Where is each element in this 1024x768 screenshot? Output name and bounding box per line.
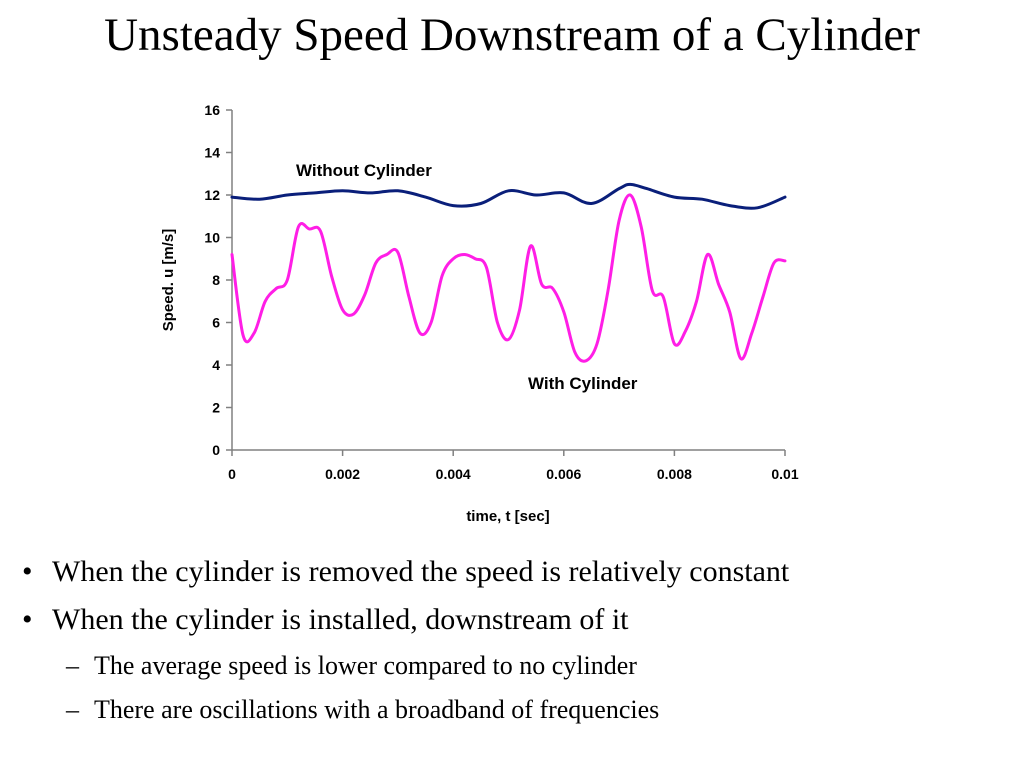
series-line-with-cylinder: [230, 193, 787, 363]
bullet-mark: •: [22, 603, 33, 636]
y-tick-label: 12: [204, 187, 220, 203]
series-line-without-cylinder: [230, 182, 787, 210]
slide-title: Unsteady Speed Downstream of a Cylinder: [104, 9, 920, 61]
sub-bullet-item: – There are oscillations with a broadban…: [0, 688, 1024, 732]
series-group: [230, 182, 787, 363]
x-tick-label: 0.01: [771, 466, 798, 482]
x-axis-ticks: 0 0.002 0.004 0.006 0.008 0.01: [228, 450, 799, 482]
x-tick-label: 0.002: [325, 466, 360, 482]
bullet-text: When the cylinder is removed the speed i…: [52, 555, 790, 588]
y-tick-label: 10: [204, 230, 220, 246]
y-axis-ticks: 0 2 4 6 8 10 12 14 16: [204, 102, 232, 458]
y-tick-label: 2: [212, 400, 220, 416]
dash-mark: –: [66, 695, 79, 724]
series-label-with-cylinder: With Cylinder: [528, 374, 638, 393]
bullet-list: • When the cylinder is removed the speed…: [0, 548, 1024, 732]
sub-bullet-text: The average speed is lower compared to n…: [94, 651, 637, 680]
y-tick-label: 4: [212, 357, 220, 373]
y-tick-label: 14: [204, 145, 220, 161]
sub-bullet-text: There are oscillations with a broadband …: [94, 695, 660, 724]
x-axis-label: time, t [sec]: [466, 508, 549, 525]
y-tick-label: 8: [212, 272, 220, 288]
series-label-without-cylinder: Without Cylinder: [296, 161, 432, 180]
sub-bullet-item: – The average speed is lower compared to…: [0, 644, 1024, 688]
x-tick-label: 0.008: [657, 466, 692, 482]
y-axis-label: Speed. u [m/s]: [160, 229, 177, 332]
bullet-item: • When the cylinder is installed, downst…: [0, 596, 1024, 644]
x-tick-label: 0.004: [436, 466, 471, 482]
dash-mark: –: [66, 651, 79, 680]
x-tick-label: 0.006: [546, 466, 581, 482]
y-tick-label: 16: [204, 102, 220, 118]
y-tick-label: 6: [212, 315, 220, 331]
bullet-mark: •: [22, 555, 33, 588]
bullet-item: • When the cylinder is removed the speed…: [0, 548, 1024, 596]
x-tick-label: 0: [228, 466, 236, 482]
y-tick-label: 0: [212, 442, 220, 458]
bullet-text: When the cylinder is installed, downstre…: [52, 603, 629, 636]
